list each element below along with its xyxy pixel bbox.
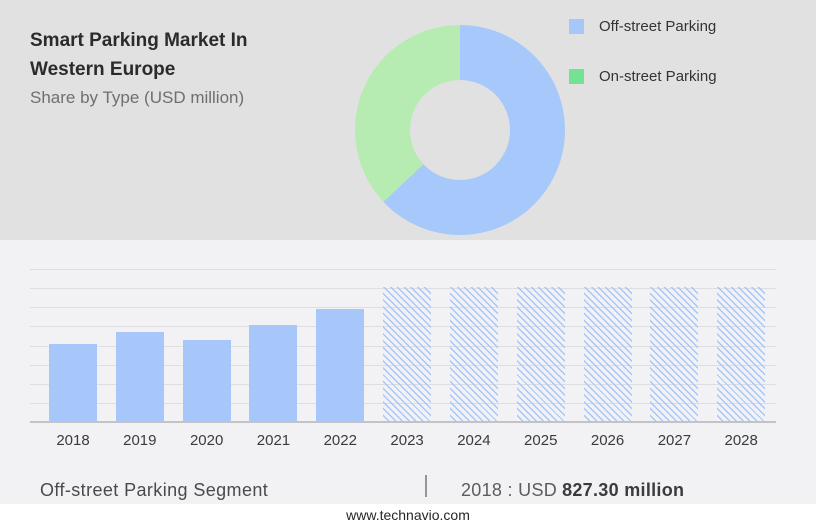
donut-hole — [410, 80, 510, 180]
legend-label-off-street: Off-street Parking — [599, 17, 717, 35]
x-axis-label-2018: 2018 — [56, 432, 90, 449]
legend-item-off-street: Off-street Parking — [569, 14, 717, 38]
website-strip: www.technavio.com — [0, 504, 816, 528]
bar-2022 — [316, 309, 365, 423]
chart-subtitle: Share by Type (USD million) — [30, 88, 245, 107]
bar-2027 — [650, 287, 699, 423]
bar-2026 — [583, 287, 632, 423]
x-axis-label-2022: 2022 — [323, 432, 357, 449]
x-axis-label-2028: 2028 — [724, 432, 758, 449]
legend-item-on-street: On-street Parking — [569, 64, 717, 88]
bar-2018 — [49, 343, 97, 423]
header-panel: Smart Parking Market In Western Europe S… — [0, 0, 816, 240]
x-axis-line — [30, 421, 776, 423]
bar-2024 — [449, 287, 498, 423]
x-axis-label-2023: 2023 — [390, 432, 424, 449]
chart-title: Smart Parking Market In Western Europe — [30, 30, 248, 80]
x-axis-label-2026: 2026 — [590, 432, 625, 449]
bar-2028 — [717, 287, 766, 423]
bar-2019 — [115, 332, 164, 423]
legend-label-on-street: On-street Parking — [599, 67, 717, 85]
stat-value: 827.30 million — [562, 480, 685, 500]
bar-2021 — [249, 325, 298, 423]
x-axis-label-2027: 2027 — [657, 432, 692, 449]
legend: Off-street Parking On-street Parking — [569, 14, 717, 114]
legend-swatch-off-street — [569, 18, 584, 34]
segment-label: Off-street Parking Segment — [40, 480, 269, 500]
donut-chart — [355, 25, 565, 235]
x-axis-label-2020: 2020 — [189, 432, 224, 449]
x-axis-label-2019: 2019 — [123, 432, 157, 449]
bar-2020 — [182, 340, 231, 423]
bar-2023 — [383, 287, 432, 423]
footer-separator: | — [423, 471, 429, 497]
x-axis-label-2024: 2024 — [457, 432, 491, 449]
bar-chart-plot: 2018 2019 2020 2021 2022 2023 2024 2025 2026 2027… — [30, 269, 776, 449]
x-axis-label-2021: 2021 — [256, 432, 291, 449]
gridline-1600 — [30, 269, 776, 270]
x-axis-label-2025: 2025 — [524, 432, 558, 449]
bar-2025 — [516, 287, 565, 423]
website-url: www.technavio.com — [346, 507, 470, 523]
stat-2018: 2018 : USD 827.30 million — [461, 480, 684, 501]
stat-prefix: 2018 : USD — [461, 480, 558, 500]
legend-swatch-on-street — [569, 68, 584, 84]
